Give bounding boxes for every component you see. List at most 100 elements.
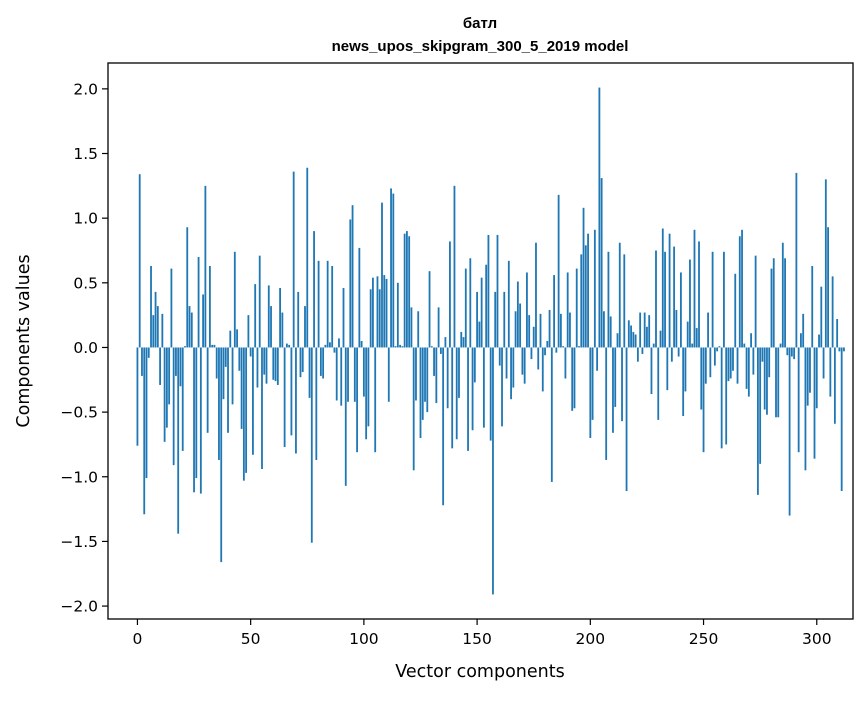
bar-component-159 <box>496 234 499 348</box>
bar-component-151 <box>478 321 481 348</box>
bar-component-173 <box>528 315 531 348</box>
bar-component-250 <box>702 347 705 453</box>
bar-component-240 <box>680 272 682 348</box>
bar-component-186 <box>557 194 560 348</box>
bar-component-228 <box>652 343 655 348</box>
x-tick-label: 150 <box>462 630 492 648</box>
bar-component-57 <box>265 347 268 384</box>
bar-component-252 <box>707 312 709 348</box>
bar-component-177 <box>537 347 540 370</box>
bar-component-176 <box>535 242 537 348</box>
bar-component-280 <box>770 268 773 348</box>
bar-component-113 <box>392 193 395 348</box>
bar-component-83 <box>324 344 327 348</box>
bar-component-183 <box>550 347 553 482</box>
bar-component-153 <box>482 347 485 428</box>
bar-component-221 <box>636 347 639 362</box>
bar-component-203 <box>596 347 599 371</box>
y-axis-label: Components values <box>14 254 34 427</box>
bar-component-312 <box>843 347 845 352</box>
bar-component-67 <box>288 344 291 348</box>
bar-component-100 <box>362 347 365 397</box>
bar-component-90 <box>340 347 343 406</box>
bar-component-204 <box>598 87 601 348</box>
bar-component-98 <box>358 247 361 348</box>
bar-component-132 <box>435 347 438 404</box>
bar-component-298 <box>811 266 814 348</box>
bar-component-241 <box>682 347 685 416</box>
bar-component-219 <box>632 331 635 348</box>
bar-component-168 <box>516 281 519 348</box>
bar-component-109 <box>383 275 386 348</box>
bar-component-283 <box>777 347 780 418</box>
bar-component-227 <box>650 347 653 395</box>
bar-component-94 <box>349 219 352 348</box>
bar-component-138 <box>449 241 451 348</box>
bar-component-215 <box>623 254 626 348</box>
x-axis-ticks: 0 50 100 150 200 250 300 <box>133 619 832 648</box>
bar-component-238 <box>675 309 678 348</box>
bar-component-191 <box>569 312 571 348</box>
bar-component-9 <box>156 306 159 348</box>
bar-component-141 <box>455 347 458 440</box>
bar-component-110 <box>385 278 388 348</box>
bar-component-305 <box>827 227 829 348</box>
bar-component-63 <box>279 287 281 348</box>
bar-component-275 <box>759 347 762 464</box>
bar-component-310 <box>838 347 841 352</box>
bar-component-259 <box>723 251 725 348</box>
bar-component-247 <box>695 328 698 348</box>
bar-component-293 <box>800 333 802 348</box>
bar-component-84 <box>326 260 329 348</box>
bar-component-133 <box>437 307 440 348</box>
bar-component-38 <box>222 347 225 400</box>
bar-component-277 <box>763 347 766 410</box>
bar-component-103 <box>369 289 372 348</box>
bar-component-116 <box>399 344 402 348</box>
bar-component-209 <box>609 316 612 348</box>
bar-component-25 <box>193 347 195 493</box>
bar-component-124 <box>417 311 420 348</box>
bar-component-7 <box>152 315 155 348</box>
bar-component-214 <box>621 347 623 422</box>
bar-component-274 <box>756 347 759 495</box>
bar-component-294 <box>802 313 805 348</box>
bar-component-128 <box>426 347 429 413</box>
y-tick-label: 2.0 <box>73 80 98 98</box>
bar-component-77 <box>310 347 313 543</box>
bar-component-140 <box>453 185 456 348</box>
bar-component-167 <box>514 311 517 348</box>
bar-component-207 <box>605 347 608 460</box>
bar-component-16 <box>172 347 175 466</box>
bar-component-178 <box>539 313 542 348</box>
bar-component-244 <box>689 259 691 348</box>
bar-component-163 <box>505 347 508 379</box>
bar-component-195 <box>578 346 580 348</box>
bar-component-12 <box>163 347 166 442</box>
bar-component-3 <box>143 347 146 515</box>
bar-component-150 <box>476 291 479 348</box>
bar-component-31 <box>206 347 209 433</box>
bar-component-304 <box>824 179 827 348</box>
bar-component-199 <box>587 233 589 348</box>
bar-component-170 <box>521 347 524 375</box>
bar-component-30 <box>204 185 207 348</box>
bar-component-181 <box>546 341 549 348</box>
bar-component-27 <box>197 256 200 348</box>
bar-component-202 <box>593 229 596 348</box>
bar-component-137 <box>446 347 449 409</box>
bar-component-180 <box>544 347 546 356</box>
bar-component-99 <box>360 341 363 348</box>
bar-component-2 <box>141 347 143 376</box>
bar-component-96 <box>353 347 356 402</box>
bar-component-222 <box>639 312 642 348</box>
bar-component-284 <box>779 343 782 348</box>
bar-component-122 <box>412 347 415 471</box>
bar-component-91 <box>342 287 345 348</box>
bar-component-226 <box>648 315 651 348</box>
bar-component-268 <box>743 343 746 348</box>
bar-component-123 <box>415 347 417 401</box>
bar-component-190 <box>566 272 569 348</box>
bar-component-231 <box>659 330 662 348</box>
bar-component-44 <box>236 329 238 348</box>
